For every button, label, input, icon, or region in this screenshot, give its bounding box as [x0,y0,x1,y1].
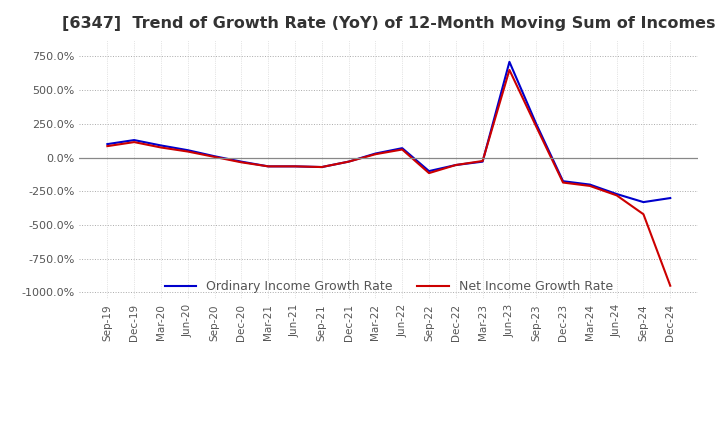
Title: [6347]  Trend of Growth Rate (YoY) of 12-Month Moving Sum of Incomes: [6347] Trend of Growth Rate (YoY) of 12-… [62,16,716,32]
Ordinary Income Growth Rate [184,147,192,153]
Ordinary Income Growth Rate [237,159,246,164]
Net Income Growth Rate [398,147,407,152]
Ordinary Income Growth Rate [398,146,407,151]
Net Income Growth Rate [237,160,246,165]
Ordinary Income Growth Rate [612,191,621,197]
Net Income Growth Rate [585,183,594,189]
Net Income Growth Rate [103,143,112,149]
Net Income Growth Rate [291,164,300,169]
Net Income Growth Rate [505,67,514,73]
Ordinary Income Growth Rate [371,151,379,156]
Net Income Growth Rate [559,180,567,185]
Ordinary Income Growth Rate [103,142,112,147]
Ordinary Income Growth Rate [264,164,272,169]
Net Income Growth Rate [184,149,192,154]
Net Income Growth Rate [318,165,326,170]
Net Income Growth Rate [478,158,487,164]
Net Income Growth Rate [130,139,138,145]
Line: Ordinary Income Growth Rate: Ordinary Income Growth Rate [107,62,670,202]
Line: Net Income Growth Rate: Net Income Growth Rate [107,70,670,286]
Ordinary Income Growth Rate [425,169,433,174]
Ordinary Income Growth Rate [210,154,219,159]
Ordinary Income Growth Rate [559,179,567,184]
Net Income Growth Rate [639,212,648,217]
Ordinary Income Growth Rate [532,121,541,127]
Net Income Growth Rate [451,162,460,168]
Net Income Growth Rate [371,152,379,157]
Ordinary Income Growth Rate [585,182,594,187]
Ordinary Income Growth Rate [130,137,138,143]
Ordinary Income Growth Rate [157,143,166,148]
Ordinary Income Growth Rate [344,159,353,164]
Ordinary Income Growth Rate [666,195,675,201]
Net Income Growth Rate [532,124,541,129]
Net Income Growth Rate [157,145,166,150]
Legend: Ordinary Income Growth Rate, Net Income Growth Rate: Ordinary Income Growth Rate, Net Income … [160,275,618,298]
Ordinary Income Growth Rate [478,159,487,164]
Ordinary Income Growth Rate [451,162,460,168]
Net Income Growth Rate [344,159,353,164]
Ordinary Income Growth Rate [318,165,326,170]
Ordinary Income Growth Rate [505,59,514,65]
Net Income Growth Rate [612,193,621,198]
Net Income Growth Rate [666,283,675,288]
Net Income Growth Rate [425,170,433,176]
Net Income Growth Rate [264,164,272,169]
Ordinary Income Growth Rate [639,199,648,205]
Ordinary Income Growth Rate [291,164,300,169]
Net Income Growth Rate [210,154,219,160]
